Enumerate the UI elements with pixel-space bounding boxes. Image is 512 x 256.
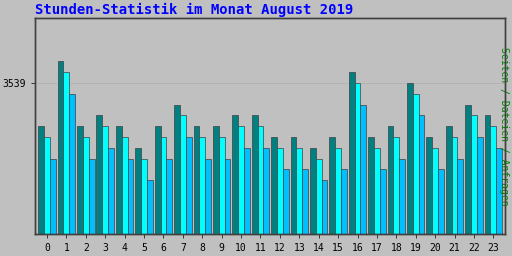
Bar xyxy=(263,148,269,256)
Bar xyxy=(141,158,147,256)
Bar xyxy=(477,137,483,256)
Bar xyxy=(58,61,63,256)
Bar xyxy=(458,158,463,256)
Text: Stunden-Statistik im Monat August 2019: Stunden-Statistik im Monat August 2019 xyxy=(35,3,354,17)
Bar xyxy=(335,148,341,256)
Bar xyxy=(399,158,405,256)
Bar xyxy=(219,137,225,256)
Bar xyxy=(322,180,328,256)
Bar xyxy=(77,126,83,256)
Bar xyxy=(341,169,347,256)
Bar xyxy=(147,180,153,256)
Bar xyxy=(465,104,471,256)
Bar xyxy=(127,158,133,256)
Bar xyxy=(244,148,250,256)
Bar xyxy=(174,104,180,256)
Bar xyxy=(83,137,89,256)
Bar xyxy=(452,137,458,256)
Bar xyxy=(155,126,160,256)
Bar xyxy=(296,148,302,256)
Bar xyxy=(186,137,191,256)
Y-axis label: Seiten / Dateien / Anfragen: Seiten / Dateien / Anfragen xyxy=(499,47,509,206)
Bar xyxy=(316,158,322,256)
Bar xyxy=(419,115,424,256)
Bar xyxy=(496,148,502,256)
Bar xyxy=(116,126,122,256)
Bar xyxy=(38,126,44,256)
Bar xyxy=(302,169,308,256)
Bar xyxy=(380,169,386,256)
Bar xyxy=(160,137,166,256)
Bar xyxy=(393,137,399,256)
Bar xyxy=(135,148,141,256)
Bar xyxy=(205,158,211,256)
Bar xyxy=(194,126,199,256)
Bar xyxy=(360,104,366,256)
Bar xyxy=(238,126,244,256)
Bar xyxy=(102,126,108,256)
Bar xyxy=(310,148,316,256)
Bar xyxy=(213,126,219,256)
Bar xyxy=(166,158,172,256)
Bar xyxy=(252,115,258,256)
Bar xyxy=(368,137,374,256)
Bar xyxy=(108,148,114,256)
Bar xyxy=(291,137,296,256)
Bar xyxy=(374,148,380,256)
Bar xyxy=(329,137,335,256)
Bar xyxy=(432,148,438,256)
Bar xyxy=(407,83,413,256)
Bar xyxy=(199,137,205,256)
Bar xyxy=(122,137,127,256)
Bar xyxy=(277,148,283,256)
Bar xyxy=(271,137,277,256)
Bar xyxy=(471,115,477,256)
Bar xyxy=(258,126,263,256)
Bar xyxy=(446,126,452,256)
Bar xyxy=(180,115,186,256)
Bar xyxy=(225,158,230,256)
Bar xyxy=(283,169,289,256)
Bar xyxy=(388,126,393,256)
Bar xyxy=(413,94,419,256)
Bar xyxy=(438,169,444,256)
Bar xyxy=(349,72,355,256)
Bar xyxy=(69,94,75,256)
Bar xyxy=(44,137,50,256)
Bar xyxy=(96,115,102,256)
Bar xyxy=(89,158,95,256)
Bar xyxy=(50,158,56,256)
Bar xyxy=(232,115,238,256)
Bar xyxy=(355,83,360,256)
Bar xyxy=(426,137,432,256)
Bar xyxy=(485,115,490,256)
Bar xyxy=(63,72,69,256)
Bar xyxy=(490,126,496,256)
